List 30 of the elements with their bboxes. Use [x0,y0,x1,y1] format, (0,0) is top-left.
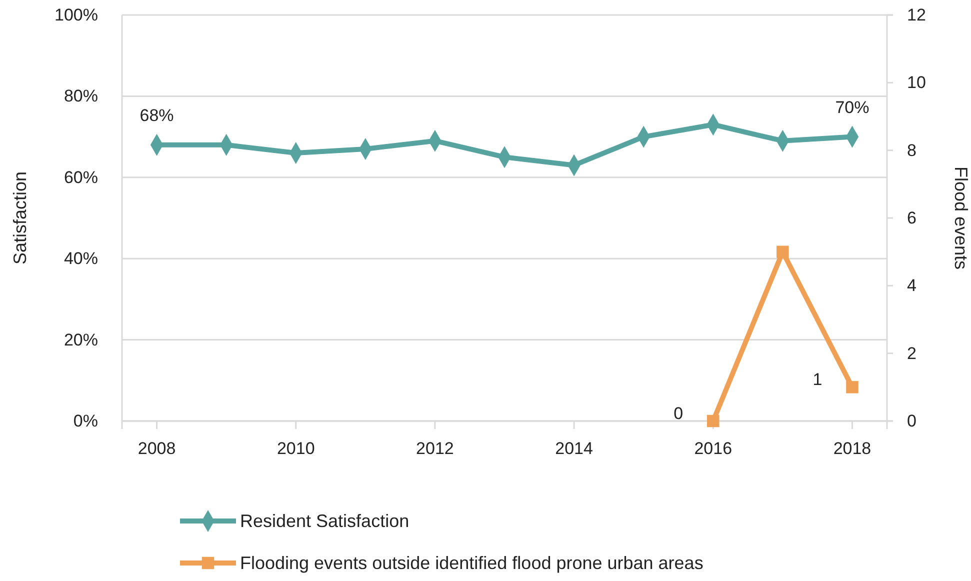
y-tick-label: 0% [73,411,98,430]
x-tick-label: 2018 [833,439,872,458]
data-label: 1 [812,370,822,390]
y-tick-label: 20% [64,330,98,350]
x-tick-label: 2014 [555,439,593,458]
y2-tick-label: 0 [907,411,916,430]
data-label: 0 [674,404,684,423]
y-tick-label: 100% [54,5,98,24]
legend-label: Resident Satisfaction [240,511,410,531]
point [707,414,720,428]
x-tick-label: 2008 [138,439,176,458]
y-tick-label: 80% [64,86,98,106]
y2-tick-label: 10 [907,73,926,92]
y2-tick-label: 4 [907,276,916,296]
y-tick-label: 40% [64,249,98,268]
point [846,381,858,394]
y-axis-title: Satisfaction [10,171,30,265]
x-tick-label: 2016 [694,439,732,458]
y2-tick-label: 2 [907,344,916,363]
x-tick-label: 2012 [416,439,454,458]
legend-label: Flooding events outside identified flood prone urban areas [240,553,704,573]
data-label: 70% [835,98,870,117]
data-label: 68% [140,106,174,125]
y2-tick-label: 8 [907,140,916,160]
y-tick-label: 60% [64,168,98,187]
point [776,246,789,258]
y2-tick-label: 12 [907,5,926,24]
y2-tick-label: 6 [907,208,916,228]
y2-axis-title: Flood events [951,166,971,270]
x-tick-label: 2010 [276,439,315,458]
